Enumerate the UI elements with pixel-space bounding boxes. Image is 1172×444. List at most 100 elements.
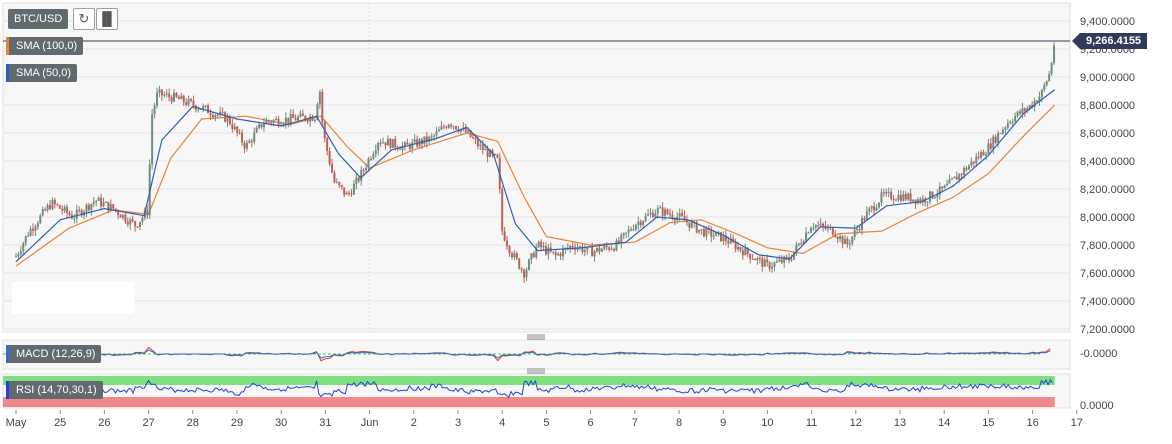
candle-body — [758, 257, 761, 259]
candle-body — [581, 246, 584, 252]
sma50-swatch — [6, 64, 9, 82]
candle-body — [272, 120, 275, 123]
candle — [204, 104, 207, 109]
candle-body — [907, 193, 910, 200]
candle-body — [155, 92, 158, 106]
candle — [1053, 42, 1056, 65]
candle-body — [112, 204, 115, 209]
candle — [763, 257, 766, 267]
candle — [941, 186, 944, 191]
candle-body — [506, 240, 509, 247]
candle-body — [1053, 45, 1056, 64]
refresh-button[interactable]: ↻ — [73, 8, 95, 30]
sma50-chip[interactable]: SMA (50,0) — [6, 64, 78, 82]
candle — [535, 243, 538, 260]
candle — [583, 244, 586, 257]
candle-body — [153, 105, 156, 115]
candle-body — [173, 92, 176, 102]
candle — [532, 251, 535, 258]
candle-body — [241, 132, 244, 143]
candle — [243, 140, 246, 154]
candle-body — [15, 256, 17, 258]
candle — [895, 198, 898, 201]
candle-body — [613, 248, 616, 251]
candle — [919, 196, 922, 205]
time-tick-label: 15 — [982, 417, 994, 429]
candle — [32, 223, 35, 237]
candle-body — [306, 119, 309, 122]
candle-body — [228, 116, 231, 124]
candle-body — [428, 136, 431, 142]
candle-body — [49, 205, 52, 209]
candle-body — [301, 113, 304, 116]
candle-body — [515, 253, 518, 259]
candle-body — [887, 191, 890, 193]
candle — [554, 250, 557, 260]
time-tick-label: 8 — [676, 417, 682, 429]
macd-chip[interactable]: MACD (12,26,9) — [6, 345, 102, 363]
pane-resize-handle[interactable] — [527, 334, 545, 340]
candle — [433, 133, 436, 141]
chart-type-button[interactable]: ▐▌ — [96, 8, 118, 30]
candle — [868, 206, 871, 216]
candle — [211, 112, 214, 119]
candle-body — [331, 163, 334, 173]
candle-body — [382, 142, 385, 144]
candle-body — [226, 116, 229, 122]
candle — [897, 190, 900, 203]
candle — [180, 92, 183, 100]
symbol-label[interactable]: BTC/USD — [8, 9, 69, 29]
candle — [219, 106, 222, 117]
candle-body — [610, 248, 613, 250]
candle — [129, 217, 132, 230]
candle-body — [17, 254, 20, 257]
candle-body — [649, 212, 652, 215]
candle-body — [756, 257, 759, 261]
pane-resize-handle[interactable] — [527, 368, 545, 374]
candle-body — [292, 114, 295, 118]
candle — [241, 129, 244, 146]
candle-body — [666, 209, 669, 214]
candle-body — [472, 137, 475, 139]
candle — [185, 98, 188, 107]
rsi-chip[interactable]: RSI (14,70,30,1) — [6, 381, 103, 399]
candle — [812, 222, 815, 232]
candle-body — [980, 152, 983, 158]
sma100-layer — [15, 104, 1056, 267]
candle — [508, 245, 511, 257]
candle — [887, 187, 890, 198]
candle-body — [102, 202, 105, 207]
candle-body — [425, 136, 428, 142]
candle — [841, 235, 844, 249]
candle — [681, 208, 684, 218]
candle-body — [552, 251, 555, 253]
candle-body — [333, 172, 336, 183]
candle-body — [170, 97, 173, 102]
sma100-chip[interactable]: SMA (100,0) — [6, 37, 84, 55]
candle — [445, 125, 448, 130]
candle-body — [513, 253, 516, 258]
candle — [715, 232, 718, 236]
candle-body — [289, 114, 292, 123]
candle — [301, 109, 304, 116]
candle-body — [66, 206, 69, 213]
candle-body — [260, 124, 263, 128]
candle — [321, 88, 324, 128]
price-pane[interactable] — [2, 2, 1071, 333]
candle — [360, 166, 363, 186]
candle — [411, 138, 414, 154]
candle — [525, 267, 528, 282]
candle — [306, 118, 309, 125]
candle — [112, 203, 115, 211]
candle — [758, 254, 761, 264]
candle — [49, 199, 52, 211]
candle — [994, 134, 997, 145]
candle — [722, 231, 725, 246]
price-axis: 9,400.00009,200.00009,000.00008,800.0000… — [1080, 16, 1135, 336]
price-tick-label: 7,800.0000 — [1080, 240, 1135, 252]
candle — [984, 151, 987, 160]
candle-body — [146, 210, 149, 216]
candle — [778, 255, 781, 263]
candle — [348, 190, 351, 197]
candle-body — [632, 229, 635, 231]
